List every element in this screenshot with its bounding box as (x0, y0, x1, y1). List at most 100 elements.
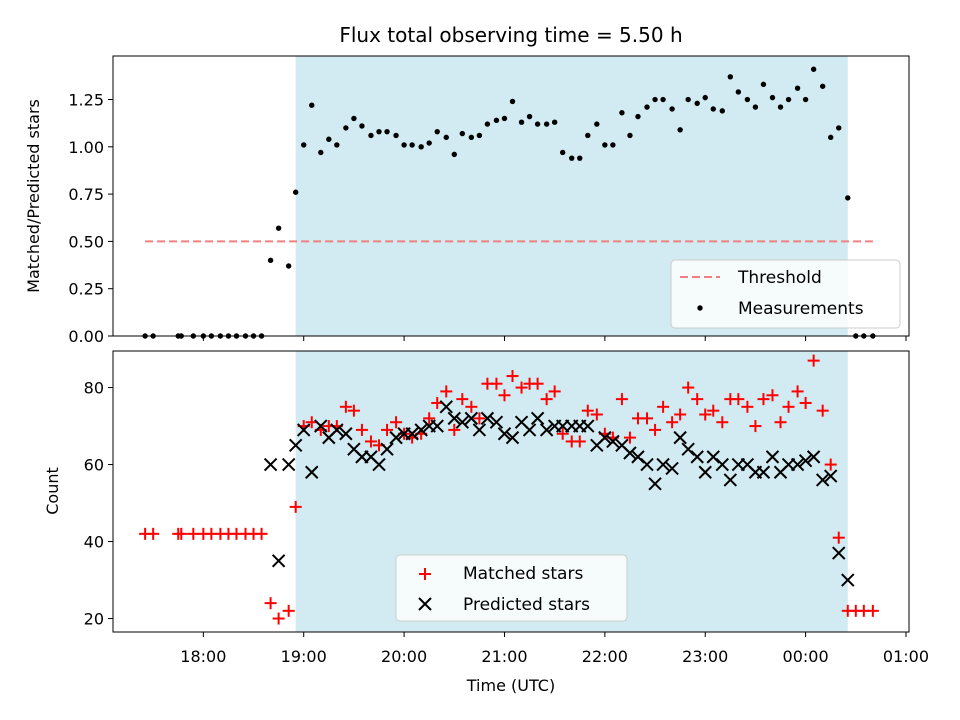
matched-star-marker (581, 404, 594, 417)
predicted-star-stroke-b (297, 423, 311, 437)
measurement-point (619, 110, 625, 116)
measurement-point (694, 100, 700, 106)
predicted-star-marker (271, 554, 286, 568)
matched-star-marker (716, 416, 729, 429)
matched-star-marker (473, 412, 486, 425)
measurement-point (409, 142, 415, 148)
predicted-star-stroke-b (631, 450, 645, 464)
measurements-legend-marker (697, 305, 703, 311)
matched-star-marker (590, 408, 603, 421)
matched-star-marker (674, 408, 687, 421)
measurement-point (785, 96, 792, 103)
predicted-star-marker (405, 427, 419, 441)
predicted-star-stroke-b (673, 430, 687, 445)
predicted-star-stroke-b (489, 415, 504, 429)
predicted-star-stroke-b (314, 419, 328, 433)
bottom-panel: 20 40 60 80 18:00 19:00 20:00 21:00 22:00 23:00 0… (43, 350, 929, 695)
matched-star-marker (641, 412, 654, 425)
measurement-point (602, 142, 608, 148)
predicted-star-stroke-b (723, 473, 738, 487)
bottom-x-tick-label: 23:00 (682, 647, 728, 666)
predicted-star-stroke-b (380, 442, 394, 456)
bottom-legend: Matched stars Predicted stars (395, 554, 628, 622)
measurement-point (509, 98, 516, 105)
predicted-star-stroke-b (539, 423, 554, 437)
predicted-star-stroke-b (464, 411, 479, 426)
predicted-star-stroke-b (447, 411, 461, 426)
predicted-star-marker (698, 465, 712, 479)
predicted-star-marker (281, 457, 296, 472)
matched-stars-legend-marker (419, 568, 431, 580)
predicted-star-marker (623, 446, 637, 460)
matched-star-marker (255, 527, 268, 540)
matched-star-marker (456, 393, 469, 406)
matched-star-marker (741, 400, 754, 413)
matched-star-marker (749, 420, 762, 433)
measurement-point (644, 104, 650, 110)
matched-star-marker (490, 377, 503, 390)
predicted-stars-legend-label: Predicted stars (463, 595, 590, 615)
predicted-star-marker (263, 457, 278, 472)
measurement-point (459, 130, 466, 137)
matched-star-marker (816, 404, 829, 417)
bottom-x-tick-label: 19:00 (281, 647, 327, 666)
predicted-star-stroke-b (765, 450, 780, 464)
predicted-star-stroke-b (640, 457, 654, 472)
predicted-star-marker (665, 461, 679, 476)
predicted-star-stroke-b (414, 423, 428, 437)
measurement-point (343, 125, 349, 131)
measurement-point (594, 121, 600, 127)
bottom-x-tick-label: 00:00 (783, 647, 829, 666)
measurement-point (660, 96, 666, 103)
predicted-star-stroke-b (623, 446, 637, 460)
measurement-point (484, 121, 491, 127)
matched-star-marker (339, 400, 352, 413)
predicted-star-stroke-b (372, 457, 386, 472)
matched-star-marker (147, 527, 160, 540)
predicted-star-stroke-b (472, 423, 487, 437)
predicted-star-stroke-b (288, 438, 303, 453)
measurement-point (752, 104, 759, 110)
top-axes-frame (112, 55, 910, 337)
predicted-star-marker (505, 430, 520, 445)
matched-star-marker (448, 423, 461, 436)
predicted-star-marker (673, 430, 687, 445)
matched-star-marker (573, 435, 586, 448)
matched-star-marker (506, 370, 519, 383)
predicted-star-stroke-b (330, 423, 344, 437)
predicted-star-marker (305, 465, 319, 479)
predicted-star-stroke-b (815, 473, 830, 487)
predicted-star-stroke-b (648, 477, 662, 491)
measurement-point (635, 113, 641, 120)
predicted-star-marker (447, 411, 461, 426)
top-y-axis-label: Matched/Predicted stars (24, 99, 43, 293)
predicted-star-marker (715, 457, 730, 472)
measurement-point (702, 94, 708, 101)
matched-star-marker (774, 416, 787, 429)
measurement-point (285, 263, 292, 269)
predicted-star-marker (439, 400, 453, 414)
measurement-point (309, 102, 315, 108)
predicted-star-marker (480, 411, 495, 426)
matched-star-marker (766, 389, 779, 402)
top-panel: Flux total observing time = 5.50 h 0.000… (24, 23, 910, 346)
top-y-tick-label: 0.00 (68, 327, 104, 346)
measurement-point (652, 96, 658, 103)
bottom-x-tick-label: 21:00 (481, 647, 527, 666)
predicted-star-marker (539, 423, 554, 437)
matched-star-marker (782, 400, 795, 413)
measurement-point (451, 151, 457, 158)
predicted-star-marker (815, 473, 830, 487)
predicted-star-stroke-b (598, 430, 612, 445)
measurement-point (468, 134, 475, 141)
measurement-point (802, 96, 809, 103)
measurement-point (301, 142, 307, 148)
matched-star-marker (666, 416, 679, 429)
predicted-star-marker (330, 423, 344, 437)
matched-star-marker (289, 500, 302, 513)
predicted-star-stroke-b (832, 546, 846, 560)
matched-star-marker (264, 597, 277, 610)
predicted-star-stroke-b (480, 411, 495, 426)
measurement-point (501, 115, 508, 122)
bottom-x-tick-label: 22:00 (582, 647, 628, 666)
